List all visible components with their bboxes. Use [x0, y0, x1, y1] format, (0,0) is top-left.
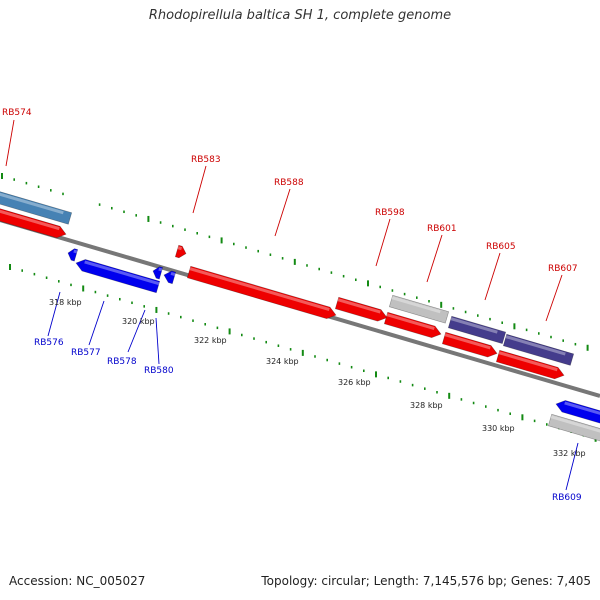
- gene-label-rb588[interactable]: RB588: [274, 178, 304, 188]
- forward-gene-labels: RB574 RB583 RB588 RB598 RB601 RB605 RB60…: [2, 108, 578, 274]
- gene-rb602[interactable]: [441, 331, 498, 359]
- scale-label-326kbp: 326 kbp: [338, 378, 371, 387]
- gene-rb580[interactable]: [162, 269, 177, 285]
- scale-label-322kbp: 322 kbp: [194, 336, 227, 345]
- gene-rb598-body[interactable]: [388, 294, 450, 324]
- gene-rb583[interactable]: [186, 265, 337, 321]
- scale-label-318kbp: 318 kbp: [49, 298, 82, 307]
- gene-label-rb583[interactable]: RB583: [191, 155, 221, 165]
- scale-label-332kbp: 332 kbp: [553, 449, 586, 458]
- label-leader-line: [192, 165, 207, 214]
- gene-rb578-highlight: [158, 267, 163, 272]
- gene-rb583-body[interactable]: [186, 265, 337, 321]
- gene-rb609-body[interactable]: [554, 398, 600, 426]
- gene-rb605-highlight: [505, 335, 566, 356]
- map-title: Rhodopirellula baltica SH 1, complete ge…: [148, 8, 452, 23]
- gene-label-rb578[interactable]: RB578: [107, 357, 137, 367]
- label-leader-line: [484, 252, 501, 301]
- gene-rb574[interactable]: [0, 188, 73, 225]
- scale-label-324kbp: 324 kbp: [266, 357, 299, 366]
- gene-rb580-body[interactable]: [162, 269, 177, 285]
- gene-rb598[interactable]: [388, 294, 450, 324]
- gene-rb598-highlight: [391, 296, 441, 314]
- gene-rb574-body[interactable]: [0, 188, 73, 225]
- gene-rb610-highlight: [550, 415, 600, 434]
- label-leaders: [5, 119, 579, 491]
- gene-rb577-highlight: [84, 260, 160, 286]
- gene-rb595[interactable]: [334, 296, 388, 323]
- gene-rb606[interactable]: [495, 349, 565, 381]
- gene-rb575-highlight: [0, 207, 60, 231]
- gene-label-rb609[interactable]: RB609: [552, 493, 582, 503]
- gene-rb601-highlight: [450, 317, 498, 334]
- gene-label-rb580[interactable]: RB580: [144, 366, 174, 376]
- label-leader-line: [88, 300, 105, 346]
- label-leader-line: [5, 119, 15, 167]
- gene-rb577[interactable]: [74, 257, 161, 294]
- label-leader-line: [155, 317, 160, 365]
- gene-rb610[interactable]: [547, 413, 600, 444]
- gene-label-rb598[interactable]: RB598: [375, 208, 405, 218]
- gene-rb582[interactable]: [174, 244, 187, 259]
- gene-label-rb601[interactable]: RB601: [427, 224, 457, 234]
- label-leader-line: [426, 234, 443, 283]
- gene-rb576[interactable]: [66, 247, 79, 262]
- gene-rb578-body[interactable]: [151, 265, 164, 280]
- gene-rb599[interactable]: [383, 311, 442, 340]
- gene-rb605-body[interactable]: [502, 333, 575, 366]
- gene-label-rb577[interactable]: RB577: [71, 348, 101, 358]
- label-leader-line: [565, 442, 579, 491]
- scale-label-328kbp: 328 kbp: [410, 401, 443, 410]
- label-leader-line: [545, 274, 563, 322]
- accession-text: Accession: NC_005027: [9, 574, 146, 588]
- gene-rb574-highlight: [0, 190, 64, 215]
- gene-rb583-highlight: [189, 267, 330, 311]
- gene-rb595-body[interactable]: [334, 296, 388, 323]
- scale-labels: 318 kbp 320 kbp 322 kbp 324 kbp 326 kbp …: [49, 298, 586, 458]
- gene-label-rb574[interactable]: RB574: [2, 108, 32, 118]
- label-leader-line: [47, 291, 61, 337]
- reverse-gene-labels: RB576 RB577 RB578 RB580 RB609: [34, 338, 582, 503]
- gene-rb595-highlight: [337, 298, 381, 314]
- gene-rb606-highlight: [498, 351, 558, 372]
- gene-rb582-highlight: [177, 246, 183, 251]
- gene-rb580-highlight: [170, 271, 176, 277]
- gene-rb575[interactable]: [0, 205, 68, 240]
- label-leader-line: [127, 309, 146, 353]
- label-leader-line: [274, 188, 291, 237]
- gene-rb599-highlight: [386, 313, 435, 330]
- gene-rb599-body[interactable]: [383, 311, 442, 340]
- scale-label-330kbp: 330 kbp: [482, 424, 515, 433]
- gene-label-rb576[interactable]: RB576: [34, 338, 64, 348]
- gene-rb576-highlight: [73, 249, 78, 254]
- gene-rb601[interactable]: [447, 315, 507, 344]
- upper-tick-track: [1, 173, 589, 351]
- gene-rb606-body[interactable]: [495, 349, 565, 381]
- gene-label-rb605[interactable]: RB605: [486, 242, 516, 252]
- gene-rb582-body[interactable]: [174, 244, 187, 259]
- gene-rb610-body[interactable]: [547, 413, 600, 444]
- gene-rb578[interactable]: [151, 265, 164, 280]
- gene-rb577-body[interactable]: [74, 257, 161, 294]
- gene-rb602-highlight: [444, 333, 491, 350]
- gene-rb601-body[interactable]: [447, 315, 507, 344]
- gene-label-rb607[interactable]: RB607: [548, 264, 578, 274]
- gene-track: [0, 188, 600, 444]
- genome-summary-text: Topology: circular; Length: 7,145,576 bp…: [261, 574, 591, 588]
- gene-rb576-body[interactable]: [66, 247, 79, 262]
- gene-rb575-body[interactable]: [0, 205, 68, 240]
- scale-label-320kbp: 320 kbp: [122, 317, 155, 326]
- gene-rb605[interactable]: [502, 333, 575, 366]
- gene-rb602-body[interactable]: [441, 331, 498, 359]
- label-leader-line: [375, 218, 391, 267]
